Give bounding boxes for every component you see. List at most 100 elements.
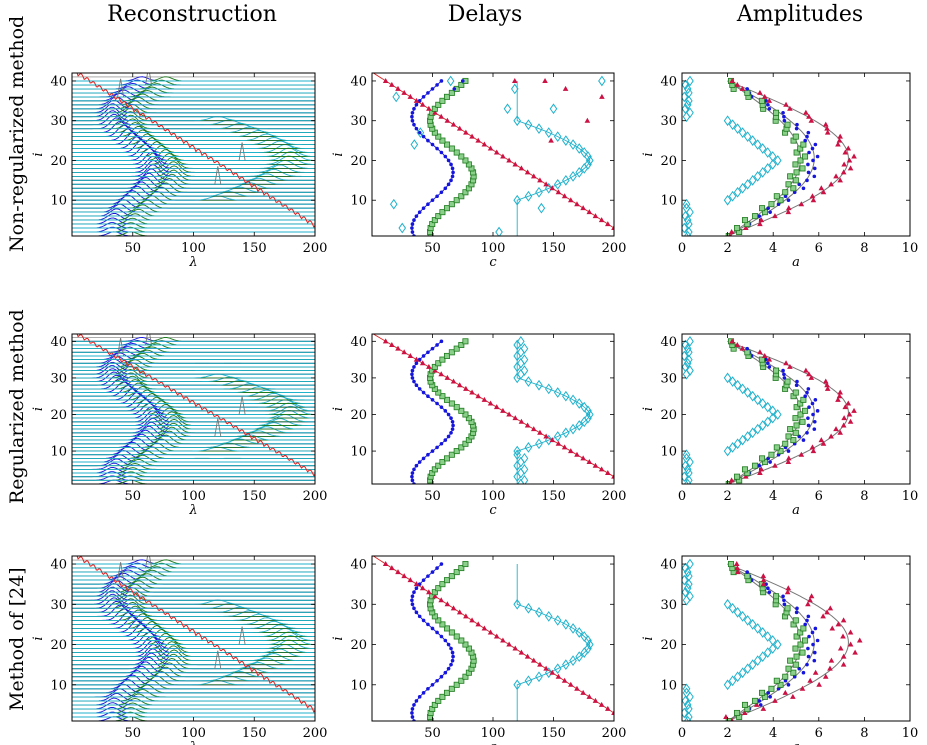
marker-cyan	[763, 401, 772, 413]
marker-red	[487, 145, 494, 151]
marker-cyan	[682, 111, 691, 123]
marker-red	[766, 97, 773, 103]
marker-blue	[435, 445, 439, 450]
marker-blue	[803, 622, 807, 627]
trace	[72, 121, 315, 134]
marker-green	[439, 137, 446, 144]
marker-red	[518, 165, 525, 171]
marker-red	[413, 97, 420, 103]
marker-blue	[412, 106, 416, 111]
marker-blue	[806, 654, 811, 659]
x-tick-label: 8	[860, 726, 868, 741]
marker-green	[448, 145, 455, 152]
marker-blue	[813, 142, 818, 147]
marker-cyan-outlier	[416, 127, 425, 138]
axes-frame	[371, 333, 615, 485]
marker-blue	[781, 594, 785, 599]
trace	[72, 164, 315, 173]
marker-green	[462, 189, 469, 196]
marker-blue	[810, 630, 815, 635]
marker-green	[792, 429, 799, 436]
marker-green	[790, 437, 797, 444]
marker-green	[444, 396, 451, 403]
marker-cyan	[738, 434, 747, 446]
marker-green	[759, 689, 766, 696]
fit-curve	[411, 80, 454, 236]
trace	[72, 191, 315, 197]
marker-red-outlier	[562, 85, 569, 91]
marker-red	[561, 193, 568, 199]
marker-green	[768, 451, 775, 458]
marker-blue	[417, 582, 422, 586]
marker-blue	[421, 691, 426, 695]
marker-cyan	[682, 594, 691, 606]
x-axis-label: a	[792, 255, 800, 270]
marker-green	[448, 573, 455, 580]
trace	[72, 675, 315, 682]
marker-blue	[812, 420, 817, 424]
x-tick-label: 100	[481, 726, 506, 741]
marker-red	[833, 173, 839, 179]
marker-blue	[807, 405, 811, 409]
marker-red	[807, 597, 813, 603]
trace	[72, 144, 315, 153]
trace	[72, 404, 315, 415]
marker-cyan	[683, 464, 692, 475]
marker-blue	[795, 606, 799, 611]
marker-red	[824, 382, 830, 388]
marker-blue	[410, 598, 414, 603]
marker-cyan	[553, 131, 562, 142]
trace	[72, 168, 315, 177]
marker-red	[549, 437, 556, 443]
marker-blue	[811, 642, 815, 647]
marker-green	[802, 153, 809, 160]
y-tick-label: 20	[50, 154, 67, 169]
marker-cyan	[520, 354, 529, 365]
x-tick-label: 200	[303, 726, 328, 741]
marker-blue	[421, 456, 426, 461]
marker-cyan	[562, 427, 570, 439]
axes-frame	[71, 333, 316, 485]
marker-blue	[426, 350, 430, 355]
marker-red	[444, 601, 451, 607]
marker-blue	[782, 602, 787, 607]
marker-red	[856, 637, 863, 643]
plot-area	[682, 75, 857, 236]
marker-cyan	[773, 155, 782, 166]
marker-blue	[446, 412, 451, 417]
marker-red	[617, 229, 623, 234]
marker-green	[453, 404, 460, 411]
panel-amplitudes-row1: 0 2 4 6 8 10 10 20 30 40 a i	[641, 72, 918, 270]
marker-red	[785, 459, 792, 465]
marker-blue	[417, 460, 422, 464]
marker-blue	[410, 110, 415, 115]
marker-cyan-outlier	[598, 75, 606, 87]
marker-blue	[439, 190, 444, 195]
marker-green	[448, 629, 455, 636]
trace	[72, 409, 315, 419]
marker-cyan	[686, 558, 694, 570]
marker-blue	[811, 158, 815, 163]
x-tick-label: 2	[723, 726, 731, 741]
marker-red-outlier	[584, 117, 591, 123]
marker-red	[395, 85, 401, 91]
marker-blue	[414, 214, 419, 218]
marker-green	[453, 681, 460, 688]
x-tick-label: 4	[769, 726, 777, 741]
marker-green	[773, 193, 780, 200]
marker-red	[481, 396, 488, 402]
marker-cyan-outlier	[392, 91, 401, 103]
marker-blue	[412, 606, 416, 611]
marker-blue	[813, 398, 818, 402]
marker-blue	[410, 478, 415, 483]
marker-green	[725, 718, 732, 721]
marker-blue	[758, 703, 763, 707]
marker-red	[450, 121, 457, 127]
axes-frame	[681, 72, 911, 237]
x-tick-label: 0	[678, 489, 686, 504]
marker-red	[574, 201, 580, 207]
y-tick-label: 30	[350, 598, 367, 613]
marker-green	[462, 561, 469, 568]
marker-green	[448, 89, 455, 96]
marker-cyan	[569, 623, 577, 634]
